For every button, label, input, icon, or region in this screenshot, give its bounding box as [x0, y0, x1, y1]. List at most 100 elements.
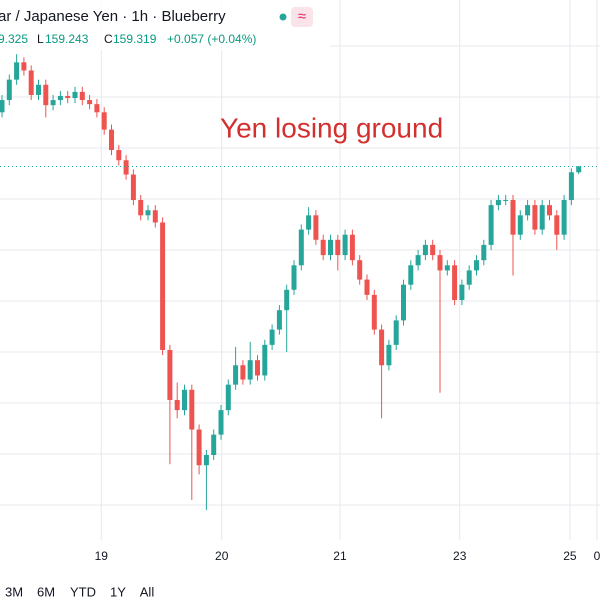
candle-body	[488, 205, 494, 245]
ohlc-low: 159.243	[45, 32, 89, 46]
candle-body	[6, 79, 12, 101]
candle-body	[145, 210, 151, 216]
candle-body	[459, 284, 465, 300]
candle-body	[262, 344, 268, 376]
candle-body	[218, 410, 224, 435]
candle-body	[554, 215, 560, 235]
candle-body	[50, 100, 56, 106]
candle-body	[211, 434, 217, 456]
candle-body	[335, 239, 341, 256]
x-tick-label: 19	[95, 549, 109, 563]
candle-body	[160, 222, 166, 350]
badge-icon: ≈	[298, 8, 306, 25]
x-axis: 19 20 21 23 25 0	[95, 549, 600, 563]
candle-body	[21, 62, 27, 71]
x-tick-label: 21	[333, 549, 347, 563]
candle-body	[101, 112, 107, 130]
candle-body	[430, 244, 436, 256]
candle-body	[495, 200, 501, 206]
candle-body	[561, 200, 567, 235]
candle-body	[306, 215, 312, 230]
candle-body	[437, 255, 443, 271]
candle-body	[349, 234, 355, 261]
candle-body	[357, 260, 363, 280]
candle-body	[87, 100, 93, 105]
status-dot	[279, 13, 287, 21]
x-tick-label: 25	[563, 549, 577, 563]
candle-body	[65, 95, 71, 99]
annotation: Yen losing ground	[220, 112, 443, 143]
header-bg	[0, 0, 330, 50]
candle-body	[298, 229, 304, 266]
candle-body	[79, 91, 85, 101]
candle-body	[196, 429, 202, 466]
candle-body	[386, 344, 392, 366]
x-tick-label: 0	[594, 549, 600, 563]
candle-body	[36, 84, 41, 95]
candle-body	[57, 95, 63, 101]
range-button[interactable]: 3M	[5, 584, 23, 599]
candle-body	[401, 284, 406, 321]
candle-body	[94, 104, 100, 113]
candle-body	[481, 244, 487, 261]
range-button[interactable]: 1Y	[110, 584, 126, 599]
symbol-title: ar / Japanese Yen · 1h · Blueberry	[0, 8, 226, 25]
candle-body	[393, 320, 399, 345]
candle-body	[240, 365, 246, 380]
x-tick-label: 20	[215, 549, 229, 563]
candle-body	[14, 62, 20, 80]
candle-body	[247, 360, 253, 380]
candle-body	[444, 265, 450, 271]
candle-body	[225, 384, 231, 411]
candle-body	[371, 294, 377, 330]
candle-body	[255, 360, 260, 376]
candle-body	[174, 399, 180, 411]
ohlc-label: L	[37, 32, 44, 46]
range-button[interactable]: All	[140, 584, 155, 599]
candle-body	[379, 329, 385, 366]
candle-body	[130, 174, 136, 201]
candle-body	[415, 255, 421, 266]
candle-body	[138, 200, 144, 216]
candle-body	[291, 265, 297, 290]
candle-body	[116, 150, 122, 161]
candle-body	[269, 329, 275, 345]
candle-body	[474, 260, 479, 271]
candle-body	[284, 289, 290, 311]
range-button[interactable]: YTD	[70, 584, 96, 599]
candle-body	[203, 455, 209, 466]
range-button[interactable]: 6M	[37, 584, 55, 599]
ohlc-change: +0.057 (+0.04%)	[167, 32, 256, 46]
candle-body	[503, 200, 509, 202]
candle-body	[0, 100, 5, 113]
candle-body	[342, 234, 348, 256]
range-buttons: 3M 6M YTD 1Y All	[5, 584, 154, 599]
badge	[291, 7, 313, 27]
ohlc-high: 9.325	[0, 32, 28, 46]
candle-body	[43, 84, 49, 106]
candle-body	[532, 205, 538, 230]
candle-body	[547, 205, 552, 216]
candle-body	[466, 270, 472, 285]
candle-body	[72, 91, 78, 99]
candle-body	[167, 349, 173, 400]
candle-body	[539, 205, 545, 230]
candle-body	[452, 265, 458, 300]
candle-body	[189, 389, 195, 430]
plot-area	[0, 0, 600, 540]
candle-body	[152, 210, 158, 223]
candle-body	[313, 215, 319, 240]
candle-body	[28, 70, 34, 95]
candle-body	[233, 365, 239, 385]
candle-body	[320, 239, 326, 256]
ohlc-label: C	[104, 32, 113, 46]
x-tick-label: 23	[453, 549, 467, 563]
candle-body	[182, 389, 187, 411]
candle-body	[328, 239, 333, 256]
candle-body	[276, 310, 282, 330]
candle-body	[123, 160, 129, 175]
candle-body	[568, 172, 574, 201]
candle-body	[364, 279, 370, 295]
candle-body	[109, 129, 114, 151]
